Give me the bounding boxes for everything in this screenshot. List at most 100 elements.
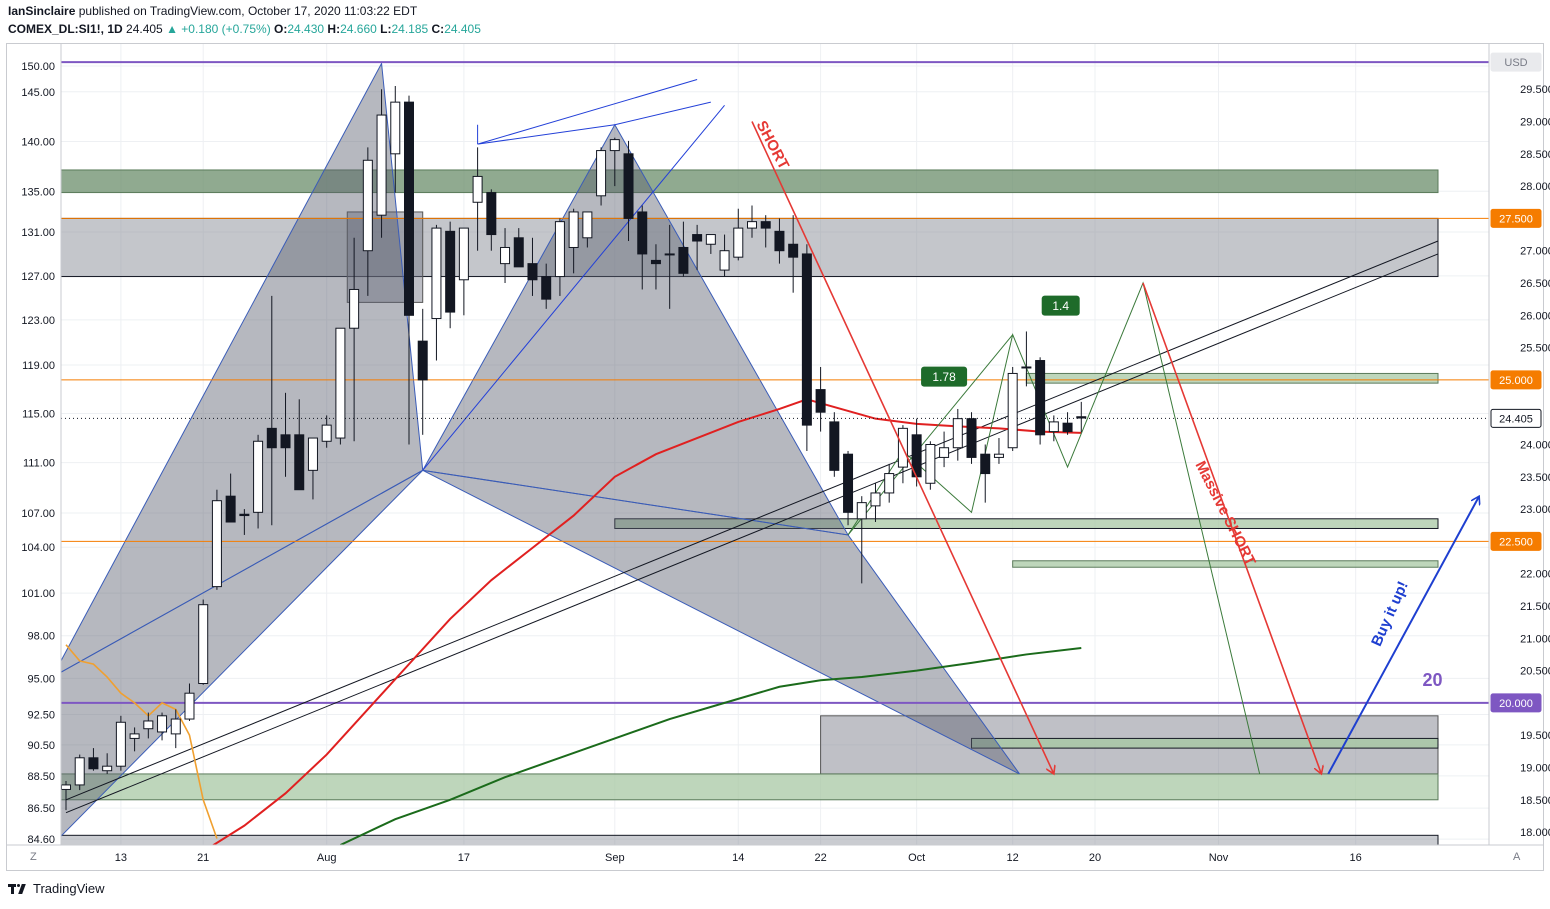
zone-box — [1025, 372, 1439, 384]
zone-box — [61, 834, 1439, 845]
right-axis-tick-label: 29.500 — [1520, 84, 1550, 96]
candle-body — [623, 153, 634, 219]
candle-body — [637, 211, 648, 255]
candle-body — [390, 101, 401, 155]
x-axis-tick-label: Nov — [1209, 852, 1229, 864]
harmonic-triangle — [61, 469, 424, 837]
price-tag — [1490, 693, 1542, 713]
candle-body — [1007, 372, 1018, 449]
candle-body — [733, 227, 744, 258]
left-axis-tick-label: 135.00 — [21, 186, 55, 198]
candle-body — [774, 230, 785, 252]
zone-box — [61, 773, 1439, 801]
auto-scale-button[interactable]: A — [1513, 851, 1521, 863]
blue-trend-line — [422, 105, 725, 471]
left-axis-tick-label: 123.00 — [21, 315, 55, 327]
right-axis-tick-label: 18.000 — [1520, 827, 1550, 839]
candle-body — [239, 513, 250, 517]
candle-body — [719, 250, 730, 271]
harmonic-triangle — [422, 469, 1020, 775]
x-axis-tick-label: Aug — [317, 852, 337, 864]
candle-body — [472, 175, 483, 203]
left-axis-tick-label: 98.00 — [27, 631, 55, 643]
left-axis-tick-label: 84.60 — [27, 834, 55, 846]
right-axis-tick-label: 21.000 — [1520, 633, 1550, 645]
candle-body — [253, 440, 264, 513]
candle-body — [1076, 416, 1087, 419]
chart-frame — [6, 43, 1544, 871]
price-tag-label: 22.500 — [1499, 536, 1533, 548]
channel-line — [65, 253, 1439, 814]
moving-average-green — [339, 646, 1082, 845]
candle-body — [335, 327, 346, 439]
zone-box — [971, 737, 1439, 749]
right-axis-tick-label: 19.500 — [1520, 730, 1550, 742]
right-axis-tick-label: 18.500 — [1520, 795, 1550, 807]
left-axis-tick-label: 127.00 — [21, 271, 55, 283]
author-name[interactable]: IanSinclaire — [8, 4, 76, 18]
candle-body — [650, 259, 661, 265]
left-axis-tick-label: 140.00 — [21, 137, 55, 149]
tradingview-logo-text: TradingView — [33, 881, 105, 896]
right-axis-tick-label: 28.000 — [1520, 181, 1550, 193]
candle-body — [815, 389, 826, 413]
ohlc-open-label: O: — [274, 22, 288, 36]
x-axis-tick-label: 13 — [115, 852, 127, 864]
price-change: ▲ +0.180 (+0.75%) — [166, 22, 271, 36]
left-axis-tick-label: 107.00 — [21, 508, 55, 520]
candle-body — [980, 453, 991, 475]
candle-body — [692, 234, 703, 242]
candle-body — [431, 227, 442, 320]
blue-trend-line — [477, 124, 615, 145]
right-axis-tick-label: 27.000 — [1520, 246, 1550, 258]
zoom-button[interactable]: Z — [30, 851, 37, 863]
candle-body — [747, 221, 757, 229]
x-axis-tick-label: Oct — [908, 852, 925, 864]
candle-body — [307, 437, 318, 471]
candle-body — [486, 192, 497, 236]
left-axis-tick-label: 101.00 — [21, 588, 55, 600]
candle-body — [198, 604, 209, 685]
candle-body — [349, 288, 360, 329]
ratio-badge — [921, 366, 968, 387]
right-axis-tick-label: 19.000 — [1520, 762, 1550, 774]
candle-body — [856, 502, 867, 520]
annotation-text: 20 — [1422, 670, 1442, 690]
candle-body — [870, 492, 881, 507]
price-tag — [1490, 408, 1542, 428]
candle-body — [376, 114, 387, 216]
left-axis-tick-label: 111.00 — [23, 458, 55, 470]
blue-trend-line — [614, 101, 711, 126]
candle-body — [294, 434, 305, 491]
candle-body — [280, 434, 291, 449]
x-axis-tick-label: 22 — [814, 852, 826, 864]
candle-body — [211, 500, 222, 588]
x-axis-tick-label: 17 — [458, 852, 470, 864]
ohlc-close-value: 24.405 — [444, 22, 481, 36]
zone-box — [1012, 560, 1439, 568]
ratio-label: 1.78 — [932, 370, 956, 384]
last-price: 24.405 — [126, 22, 163, 36]
tradingview-logo[interactable]: TradingView — [8, 881, 105, 896]
ohlc-close-label: C: — [431, 22, 445, 36]
candle-body — [184, 692, 195, 720]
right-axis-tick-label: 22.000 — [1520, 569, 1550, 581]
right-axis-tick-label: 23.500 — [1520, 472, 1550, 484]
arrow-line — [1327, 496, 1479, 775]
symbol-name[interactable]: COMEX_DL:SI1!, 1D — [8, 22, 123, 36]
candle-body — [966, 418, 977, 458]
moving-average-red — [211, 398, 1082, 845]
candle-body — [678, 246, 689, 274]
ratio-label: 1.4 — [1052, 299, 1069, 313]
left-axis-tick-label: 90.50 — [27, 740, 55, 752]
price-tag-label: 27.500 — [1499, 213, 1533, 225]
blue-trend-line — [477, 79, 698, 145]
right-axis-tick-label: 21.500 — [1520, 601, 1550, 613]
right-axis-tick-label: 23.000 — [1520, 504, 1550, 516]
right-axis-tick-label: 24.000 — [1520, 440, 1550, 452]
zone-box — [614, 518, 1439, 529]
left-axis-tick-label: 145.00 — [21, 87, 55, 99]
candle-body — [362, 159, 373, 252]
left-axis-tick-label: 95.00 — [27, 673, 55, 685]
